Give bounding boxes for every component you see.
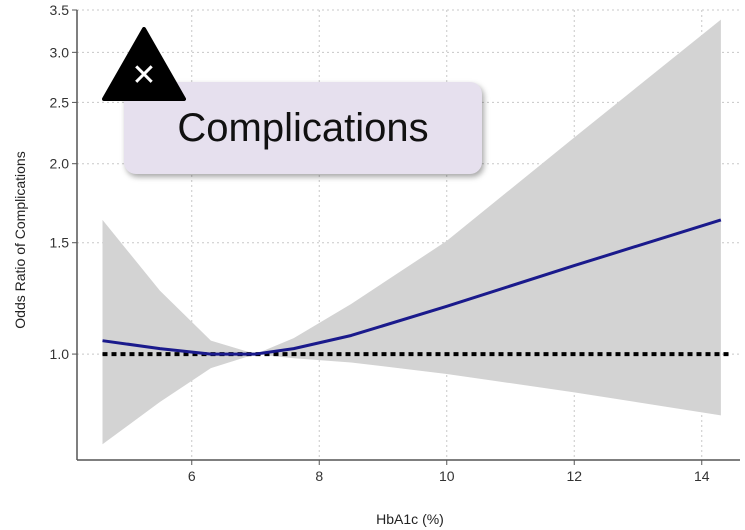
confidence-band-layer — [102, 19, 721, 445]
y-tick-label-3.5: 3.5 — [50, 2, 70, 18]
confidence-band — [102, 19, 721, 445]
warning-triangle-shape — [102, 27, 186, 101]
x-tick-label-8: 8 — [315, 468, 323, 484]
warning-triangle-x-icon: ✕ — [102, 27, 186, 101]
x-tick-label-14: 14 — [694, 468, 710, 484]
series-line-0 — [102, 218, 722, 356]
x-tick-label-6: 6 — [188, 468, 196, 484]
x-tick-label-10: 10 — [439, 468, 455, 484]
y-tick-label-2.0: 2.0 — [50, 156, 70, 172]
x-axis-title: HbA1c (%) — [376, 511, 444, 527]
warning-x-glyph: ✕ — [131, 58, 156, 93]
y-tick-label-1.0: 1.0 — [50, 346, 70, 362]
callout-label: Complications — [177, 105, 429, 150]
y-axis-title: Odds Ratio of Complications — [12, 151, 28, 328]
axes — [72, 9, 740, 465]
y-tick-label-2.5: 2.5 — [50, 94, 70, 110]
x-tick-label-12: 12 — [566, 468, 582, 484]
y-tick-label-1.5: 1.5 — [50, 235, 70, 251]
tick-labels: 6 8 10 12 14 1.0 1.5 2.0 2.5 3.0 3.5 — [50, 2, 710, 484]
series-line-layer — [102, 218, 722, 356]
y-tick-label-3.0: 3.0 — [50, 44, 70, 60]
